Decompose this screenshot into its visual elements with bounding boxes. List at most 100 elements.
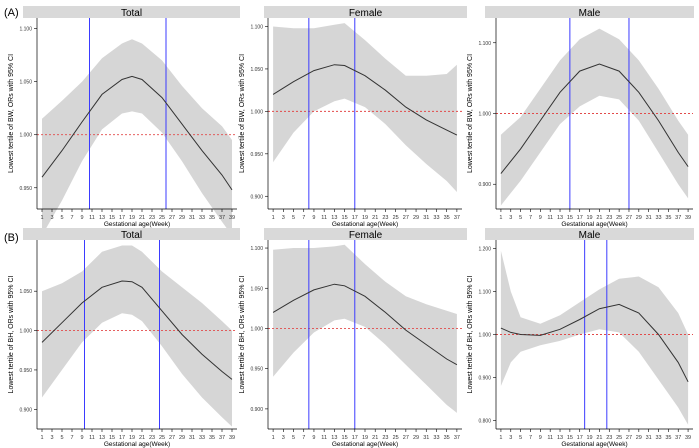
- y-tick-label: 0.900: [250, 407, 263, 413]
- x-tick-label: 15: [342, 435, 348, 441]
- y-axis-label: Lowest tertile of BH, ORs with 95% CI: [239, 276, 246, 394]
- x-tick-label: 27: [403, 215, 409, 221]
- x-tick-label: 13: [331, 435, 337, 441]
- x-tick-label: 15: [109, 435, 115, 441]
- y-axis-label: Lowest tertile of BH, ORs with 95% CI: [8, 276, 15, 394]
- x-tick-label: 35: [665, 215, 671, 221]
- y-axis-label: Lowest tertile of BW, ORs with 95% CI: [8, 54, 15, 173]
- or-curve: [41, 280, 233, 380]
- x-tick-label: 19: [362, 215, 368, 221]
- x-tick-label: 15: [109, 215, 115, 221]
- x-tick-label: 27: [403, 435, 409, 441]
- facet-strip: [485, 6, 694, 18]
- x-tick-label: 13: [331, 215, 337, 221]
- or-curve: [500, 63, 689, 174]
- x-tick-label: 29: [413, 435, 419, 441]
- x-tick-label: 15: [342, 215, 348, 221]
- x-tick-label: 33: [655, 435, 661, 441]
- x-tick-label: 5: [519, 215, 522, 221]
- x-tick-label: 7: [70, 215, 73, 221]
- x-tick-label: 37: [454, 215, 460, 221]
- x-tick-label: 27: [169, 215, 175, 221]
- x-tick-label: 21: [139, 435, 145, 441]
- y-tick-label: 1.000: [250, 109, 263, 115]
- x-tick-label: 37: [454, 435, 460, 441]
- x-tick-label: 29: [179, 435, 185, 441]
- facet-title: Male: [579, 8, 601, 19]
- x-tick-label: 25: [393, 215, 399, 221]
- x-tick-label: 3: [282, 435, 285, 441]
- x-tick-label: 35: [444, 435, 450, 441]
- x-tick-label: 5: [292, 435, 295, 441]
- x-tick-label: 35: [209, 215, 215, 221]
- x-tick-label: 31: [423, 435, 429, 441]
- x-tick-label: 31: [189, 215, 195, 221]
- x-tick-label: 1: [40, 435, 43, 441]
- x-tick-label: 33: [433, 435, 439, 441]
- x-tick-label: 21: [139, 215, 145, 221]
- y-tick-label: 1.050: [250, 286, 263, 292]
- y-tick-label: 1.200: [478, 247, 491, 253]
- y-tick-label: 0.900: [478, 375, 491, 381]
- y-tick-label: 1.000: [250, 326, 263, 332]
- x-tick-label: 25: [616, 215, 622, 221]
- x-tick-label: 11: [547, 435, 553, 441]
- x-tick-label: 7: [302, 215, 305, 221]
- facet-title: Total: [121, 230, 142, 241]
- y-tick-label: 1.050: [19, 80, 32, 86]
- facet-title: Total: [121, 8, 142, 19]
- y-tick-label: 1.100: [250, 24, 263, 30]
- x-tick-label: 17: [352, 215, 358, 221]
- x-axis-label: Gestational age(Week): [332, 221, 398, 228]
- y-axis-label: Lowest tertile of BW, ORs with 95% CI: [239, 54, 246, 173]
- x-tick-label: 33: [199, 435, 205, 441]
- confidence-band: [500, 250, 689, 425]
- x-axis-label: Gestational age(Week): [332, 441, 398, 448]
- x-tick-label: 35: [444, 215, 450, 221]
- x-tick-label: 7: [529, 215, 532, 221]
- x-tick-label: 27: [626, 435, 632, 441]
- x-tick-label: 11: [89, 435, 95, 441]
- x-axis-label: Gestational age(Week): [561, 221, 627, 228]
- x-tick-label: 33: [433, 215, 439, 221]
- confidence-band: [42, 39, 232, 236]
- x-tick-label: 11: [321, 435, 327, 441]
- x-tick-label: 27: [169, 435, 175, 441]
- confidence-band: [273, 23, 457, 192]
- x-tick-label: 9: [80, 435, 83, 441]
- x-tick-label: 13: [557, 215, 563, 221]
- x-tick-label: 31: [189, 435, 195, 441]
- x-tick-label: 37: [219, 435, 225, 441]
- x-tick-label: 19: [129, 435, 135, 441]
- y-axis-label: Lowest tertile of BW, ORs with 95% CI: [467, 54, 474, 173]
- x-tick-label: 29: [636, 435, 642, 441]
- x-tick-label: 7: [529, 435, 532, 441]
- y-tick-label: 1.000: [19, 329, 32, 335]
- facet-title: Female: [349, 8, 383, 19]
- x-tick-label: 1: [499, 435, 502, 441]
- x-tick-label: 23: [606, 215, 612, 221]
- x-tick-label: 23: [149, 215, 155, 221]
- x-tick-label: 23: [149, 435, 155, 441]
- x-tick-label: 19: [362, 435, 368, 441]
- x-tick-label: 29: [179, 215, 185, 221]
- facet-strip: [485, 228, 694, 240]
- x-tick-label: 17: [352, 435, 358, 441]
- x-tick-label: 17: [119, 435, 125, 441]
- x-tick-label: 31: [646, 435, 652, 441]
- x-tick-label: 27: [626, 215, 632, 221]
- x-tick-label: 11: [89, 215, 95, 221]
- x-tick-label: 33: [199, 215, 205, 221]
- x-tick-label: 3: [50, 215, 53, 221]
- x-tick-label: 17: [577, 435, 583, 441]
- x-tick-label: 17: [577, 215, 583, 221]
- confidence-band: [500, 28, 689, 206]
- x-tick-label: 1: [272, 435, 275, 441]
- y-tick-label: 0.950: [19, 186, 32, 192]
- x-tick-label: 21: [596, 435, 602, 441]
- y-tick-label: 1.000: [19, 133, 32, 139]
- y-axis-label: Lowest tertile of BH, ORs with 95% CI: [467, 276, 474, 394]
- x-tick-label: 9: [80, 215, 83, 221]
